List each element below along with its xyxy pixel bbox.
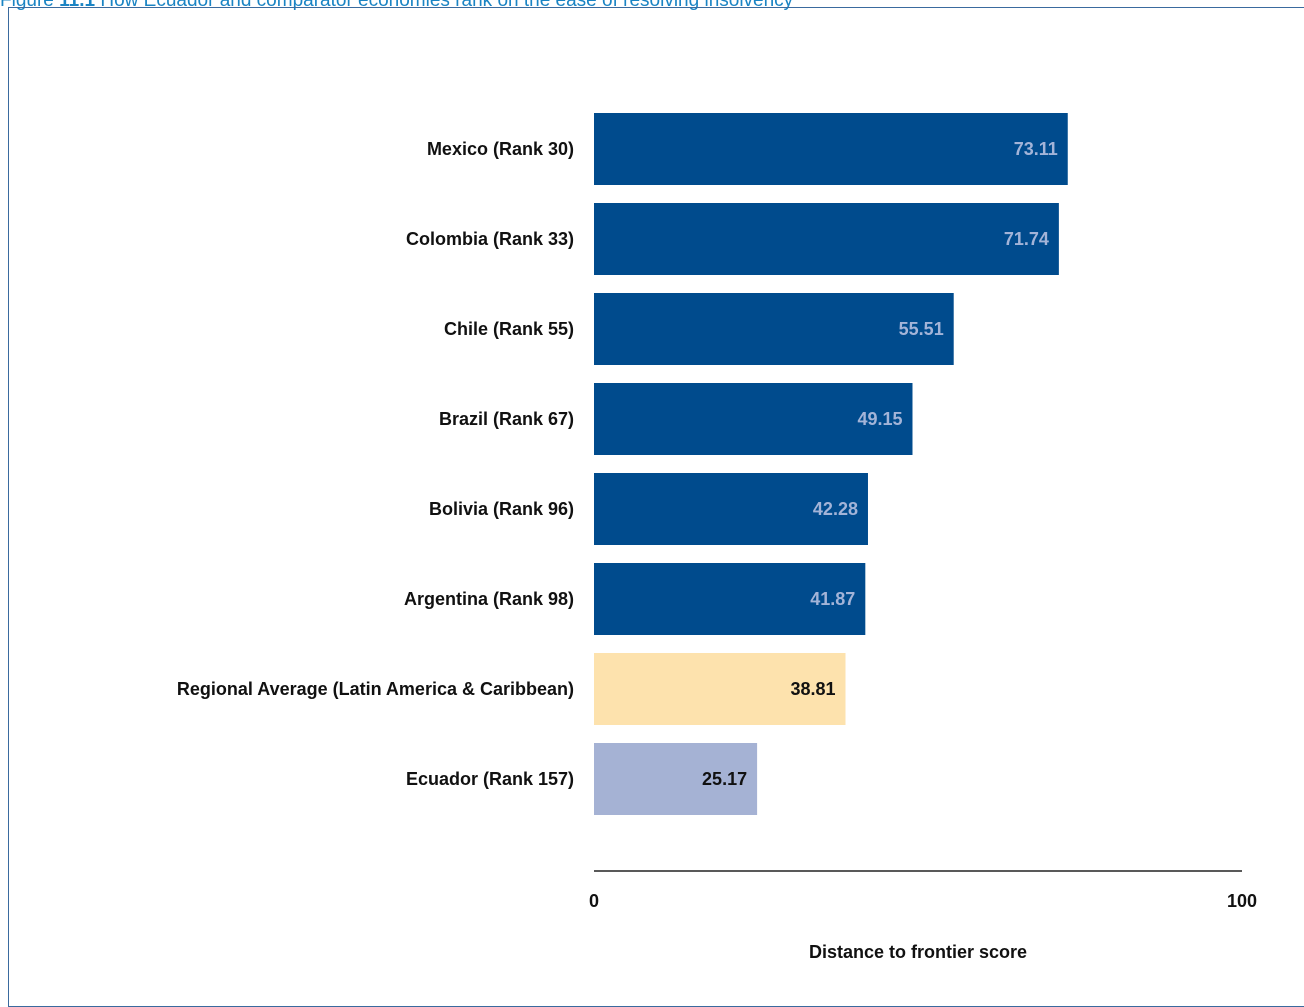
value-label-0: 73.11 bbox=[1014, 139, 1058, 159]
bars-layer bbox=[594, 113, 1068, 815]
bar-1 bbox=[594, 203, 1059, 275]
value-label-5: 41.87 bbox=[810, 589, 855, 609]
value-label-3: 49.15 bbox=[857, 409, 902, 429]
category-label-0: Mexico (Rank 30) bbox=[427, 139, 574, 159]
bar-0 bbox=[594, 113, 1068, 185]
category-label-3: Brazil (Rank 67) bbox=[439, 409, 574, 429]
value-label-1: 71.74 bbox=[1004, 229, 1049, 249]
category-label-4: Bolivia (Rank 96) bbox=[429, 499, 574, 519]
category-label-6: Regional Average (Latin America & Caribb… bbox=[177, 679, 574, 699]
category-label-5: Argentina (Rank 98) bbox=[404, 589, 574, 609]
x-tick-label-0: 0 bbox=[589, 891, 599, 911]
category-labels: Mexico (Rank 30) Colombia (Rank 33) Chile … bbox=[177, 139, 574, 789]
category-label-2: Chile (Rank 55) bbox=[444, 319, 574, 339]
bar-5 bbox=[594, 563, 866, 635]
bar-4 bbox=[594, 473, 868, 545]
figure-title: Figure 11.1 How Ecuador and comparator e… bbox=[0, 0, 793, 11]
x-axis-title: Distance to frontier score bbox=[809, 942, 1027, 962]
category-label-1: Colombia (Rank 33) bbox=[406, 229, 574, 249]
bar-7 bbox=[594, 743, 758, 815]
x-axis-ticks: 0 100 bbox=[589, 891, 1257, 911]
value-label-7: 25.17 bbox=[702, 769, 747, 789]
value-label-2: 55.51 bbox=[899, 319, 944, 339]
figure-number: 11.1 bbox=[59, 0, 96, 11]
bar-3 bbox=[594, 383, 913, 455]
value-label-6: 38.81 bbox=[790, 679, 835, 699]
value-labels: 73.11 71.74 55.51 49.15 42.28 41.87 38.81 25.17 bbox=[702, 139, 1058, 789]
value-label-4: 42.28 bbox=[813, 499, 858, 519]
category-label-7: Ecuador (Rank 157) bbox=[406, 769, 574, 789]
bar-6 bbox=[594, 653, 846, 725]
figure-title-text: How Ecuador and comparator economies ran… bbox=[95, 0, 794, 11]
figure-prefix: Figure bbox=[0, 0, 60, 11]
x-tick-label-1: 100 bbox=[1227, 891, 1257, 911]
bar-2 bbox=[594, 293, 954, 365]
